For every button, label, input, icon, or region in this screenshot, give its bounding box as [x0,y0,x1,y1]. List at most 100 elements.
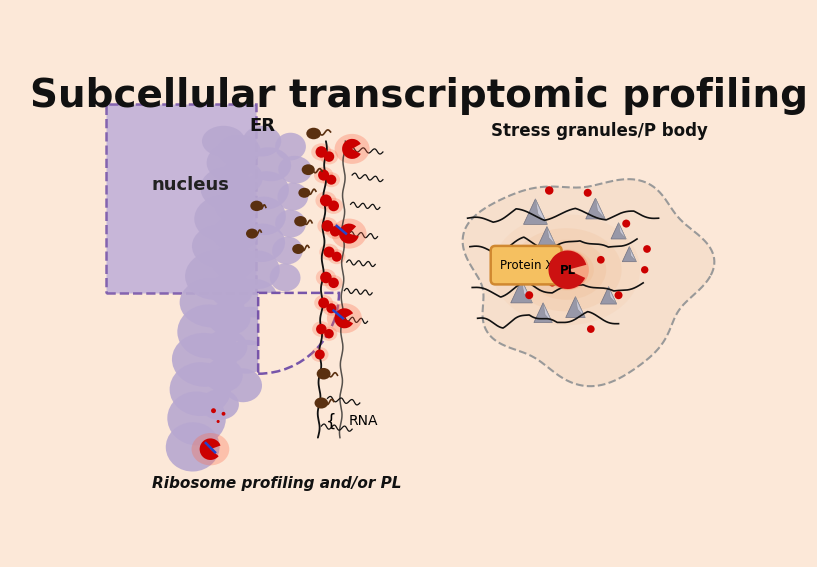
Ellipse shape [614,291,623,299]
Text: Ribosome profiling and/or PL: Ribosome profiling and/or PL [152,476,401,490]
Ellipse shape [316,324,327,335]
Ellipse shape [583,189,592,197]
Ellipse shape [328,278,339,288]
Ellipse shape [215,189,258,223]
Ellipse shape [320,327,337,341]
Ellipse shape [220,160,263,194]
Ellipse shape [170,362,231,416]
Wedge shape [339,223,359,244]
Ellipse shape [315,295,333,311]
Ellipse shape [526,240,606,300]
Ellipse shape [272,236,303,264]
Ellipse shape [493,214,640,325]
Ellipse shape [326,303,337,314]
Polygon shape [534,303,552,323]
FancyBboxPatch shape [491,246,561,285]
Ellipse shape [177,304,239,358]
Ellipse shape [202,126,245,156]
Ellipse shape [326,223,344,239]
Wedge shape [342,139,361,159]
Ellipse shape [211,408,216,413]
Ellipse shape [322,220,333,232]
Ellipse shape [204,330,248,363]
Ellipse shape [250,201,263,211]
Polygon shape [623,247,636,262]
Ellipse shape [319,244,339,260]
Ellipse shape [538,249,594,290]
Polygon shape [586,198,605,219]
Ellipse shape [323,172,340,187]
Wedge shape [334,308,353,328]
Ellipse shape [328,249,346,264]
Ellipse shape [518,264,525,272]
Ellipse shape [314,167,333,183]
Text: ER: ER [249,117,275,135]
Ellipse shape [243,197,286,235]
Polygon shape [611,223,626,239]
Ellipse shape [210,274,252,307]
Ellipse shape [324,198,343,214]
Polygon shape [538,227,556,245]
Ellipse shape [328,201,339,211]
Ellipse shape [643,245,651,253]
Ellipse shape [224,369,262,402]
Ellipse shape [301,164,315,175]
Polygon shape [462,179,714,386]
Polygon shape [511,280,533,303]
Ellipse shape [315,192,337,209]
Ellipse shape [311,347,328,362]
Ellipse shape [225,340,268,374]
Ellipse shape [204,358,243,392]
Ellipse shape [327,303,362,333]
Ellipse shape [587,325,595,333]
Polygon shape [524,199,547,225]
Ellipse shape [191,433,230,466]
Ellipse shape [311,143,332,160]
Ellipse shape [315,397,328,409]
Polygon shape [575,297,585,318]
Ellipse shape [306,128,321,139]
Ellipse shape [200,389,239,420]
Polygon shape [565,297,585,318]
Ellipse shape [229,307,272,345]
Text: {: { [326,412,337,430]
Ellipse shape [292,244,304,254]
Polygon shape [600,287,617,304]
Ellipse shape [548,279,556,286]
Ellipse shape [312,321,330,337]
Ellipse shape [324,151,334,162]
Ellipse shape [275,210,306,238]
Ellipse shape [320,272,332,284]
Ellipse shape [231,279,278,318]
Ellipse shape [319,298,329,308]
Ellipse shape [266,292,297,320]
Ellipse shape [315,349,325,359]
Text: Protein X: Protein X [499,259,553,272]
Ellipse shape [275,133,306,160]
Wedge shape [548,251,587,289]
Ellipse shape [166,422,220,472]
Wedge shape [199,438,221,460]
Text: Subcellular transcriptomic profiling: Subcellular transcriptomic profiling [29,77,808,115]
Ellipse shape [237,251,279,289]
Ellipse shape [239,223,285,262]
Ellipse shape [192,225,248,268]
FancyBboxPatch shape [105,104,256,293]
Polygon shape [629,247,636,262]
Ellipse shape [185,251,247,300]
Polygon shape [618,223,626,239]
Ellipse shape [323,301,340,316]
Ellipse shape [319,149,338,164]
Ellipse shape [243,126,281,156]
Ellipse shape [200,167,254,210]
Ellipse shape [324,329,334,338]
Ellipse shape [278,183,308,210]
Ellipse shape [207,143,256,181]
Polygon shape [547,227,556,245]
Ellipse shape [623,219,630,227]
Polygon shape [521,280,533,303]
Text: Stress granules/P body: Stress granules/P body [491,122,708,140]
Polygon shape [535,199,547,225]
Ellipse shape [320,194,332,206]
Text: PL: PL [560,264,576,277]
